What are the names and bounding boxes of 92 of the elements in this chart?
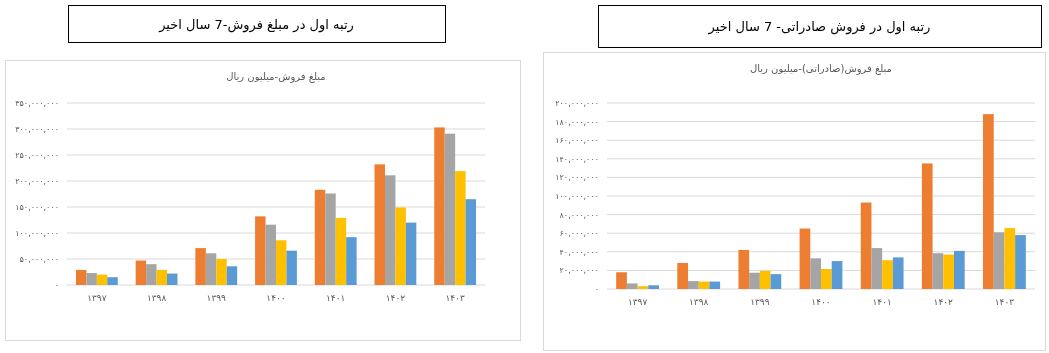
bar: [107, 277, 118, 285]
x-tick-label: ۱۴۰۱: [872, 297, 892, 307]
y-tick-label: ۰: [594, 285, 599, 294]
x-tick-label: ۱۴۰۰: [266, 293, 286, 303]
bar: [465, 199, 477, 285]
bar: [749, 272, 760, 289]
y-tick-label: ۶۰,۰۰۰,۰۰۰: [559, 229, 599, 239]
x-tick-label: ۱۴۰۳: [445, 293, 465, 303]
y-tick-label: ۲۰,۰۰۰,۰۰۰: [559, 266, 599, 276]
y-tick-label: ۱۵۰,۰۰۰,۰۰۰: [15, 203, 59, 212]
bar: [167, 273, 178, 285]
bar: [993, 232, 1005, 289]
y-tick-label: ۴۰,۰۰۰,۰۰۰: [559, 247, 599, 257]
bar: [637, 286, 649, 289]
x-tick-label: ۱۳۹۷: [87, 293, 107, 303]
y-tick-label: ۳۵۰,۰۰۰,۰۰۰: [15, 99, 59, 108]
bar: [374, 164, 385, 285]
y-tick-label: ۳۰۰,۰۰۰,۰۰۰: [15, 125, 59, 134]
bar: [335, 217, 347, 285]
bar: [738, 249, 750, 289]
bar: [434, 127, 445, 285]
y-tick-label: ۵۰,۰۰۰,۰۰۰: [19, 255, 59, 264]
x-tick-label: ۱۳۹۹: [750, 297, 770, 307]
chart-title: رتبه اول در مبلغ فروش-7 سال اخیر: [158, 16, 354, 33]
x-tick-label: ۱۴۰۲: [933, 297, 954, 307]
bar: [325, 193, 336, 285]
bar: [892, 257, 904, 289]
chart-subtitle: مبلغ فروش-میلیون ریال: [226, 71, 326, 83]
x-tick-label: ۱۴۰۳: [994, 297, 1015, 307]
x-tick-label: ۱۴۰۱: [326, 293, 346, 303]
bar: [1004, 228, 1016, 289]
bar: [146, 264, 157, 285]
y-tick-label: ۱۴۰,۰۰۰,۰۰۰: [555, 154, 599, 164]
bar: [709, 281, 721, 289]
bar: [384, 175, 396, 285]
y-tick-label: ۲۵۰,۰۰۰,۰۰۰: [15, 151, 59, 160]
bar: [983, 114, 994, 289]
bar: [205, 253, 217, 285]
y-tick-label: ۱۸۰,۰۰۰,۰۰۰: [555, 117, 599, 127]
bar: [831, 261, 843, 289]
x-tick-label: ۱۴۰۲: [385, 293, 406, 303]
bar: [821, 269, 832, 289]
bar: [810, 258, 821, 289]
bar: [943, 254, 954, 289]
bar: [648, 285, 659, 289]
bar: [444, 133, 456, 285]
bar: [276, 240, 287, 285]
x-tick-label: ۱۳۹۷: [627, 297, 648, 307]
bar: [265, 224, 276, 285]
bar: [688, 281, 699, 289]
bar: [921, 163, 933, 289]
bar: [395, 207, 406, 285]
bar: [216, 259, 227, 285]
bar: [96, 274, 108, 285]
bar: [860, 202, 872, 289]
y-tick-label: ۱۲۰,۰۰۰,۰۰۰: [555, 173, 599, 183]
bar: [314, 189, 326, 285]
x-tick-label: ۱۳۹۹: [206, 293, 227, 303]
bar: [455, 171, 466, 285]
bar: [226, 266, 238, 285]
x-tick-label: ۱۴۰۰: [811, 297, 831, 307]
y-tick-label: ۸۰,۰۰۰,۰۰۰: [559, 210, 599, 220]
bar: [255, 216, 266, 285]
bar: [677, 262, 689, 289]
bar: [882, 260, 893, 289]
bar: [405, 222, 417, 285]
chart-subtitle: مبلغ فروش(صادراتی)-میلیون ریال: [750, 63, 892, 75]
bar: [759, 270, 771, 289]
bar: [626, 283, 638, 289]
bar: [195, 248, 206, 285]
y-tick-label: ۲۰۰,۰۰۰,۰۰۰: [15, 177, 59, 186]
y-tick-label: ۱۰۰,۰۰۰,۰۰۰: [15, 229, 59, 238]
chart-title: رتبه اول در فروش صادراتی- 7 سال اخیر: [707, 19, 931, 35]
y-tick-label: ۱۶۰,۰۰۰,۰۰۰: [555, 136, 599, 146]
y-tick-label: ۰: [54, 281, 59, 290]
bar: [86, 273, 97, 285]
bar: [770, 274, 782, 289]
x-tick-label: ۱۳۹۸: [146, 293, 167, 303]
bar: [953, 250, 965, 289]
bar: [871, 248, 883, 289]
bar: [1015, 235, 1026, 289]
bar: [799, 228, 811, 289]
bar: [346, 237, 357, 285]
bar: [616, 272, 627, 289]
bar: [75, 269, 87, 285]
bar: [156, 269, 168, 285]
x-tick-label: ۱۳۹۸: [689, 297, 709, 307]
bar: [932, 253, 944, 289]
bar: [135, 260, 147, 285]
bar: [286, 250, 297, 285]
y-tick-label: ۲۰۰,۰۰۰,۰۰۰: [555, 99, 599, 108]
y-tick-label: ۱۰۰,۰۰۰,۰۰۰: [555, 192, 599, 201]
